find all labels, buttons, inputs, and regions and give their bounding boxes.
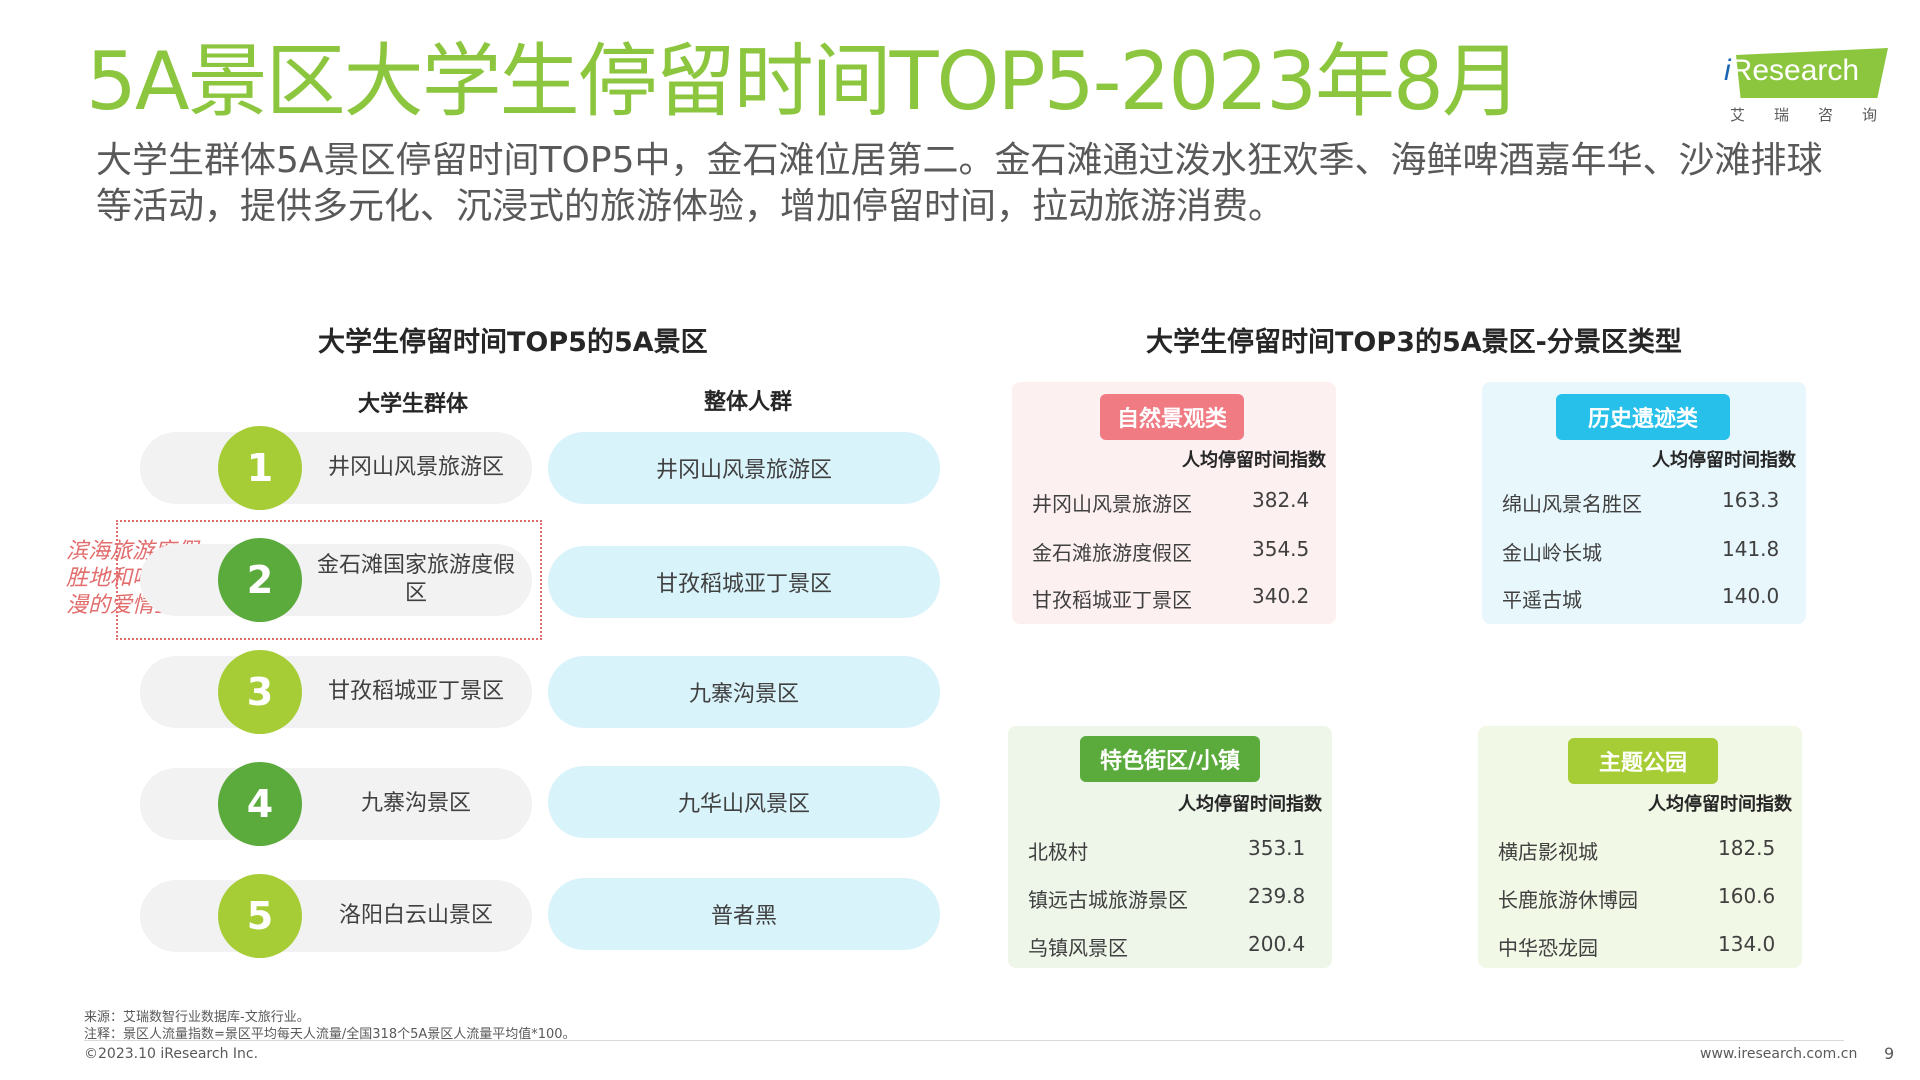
index-header: 人均停留时间指数	[1652, 450, 1796, 471]
rank-circle: 1	[218, 426, 302, 510]
student-scenic-name: 金石滩国家旅游度假区	[316, 553, 515, 606]
scenic-name: 金山岭长城	[1502, 541, 1602, 565]
category-card-street: 特色街区/小镇 人均停留时间指数 北极村 353.1 镇远古城旅游景区 239.8 …	[1008, 726, 1332, 968]
scenic-name: 镇远古城旅游景区	[1028, 888, 1188, 912]
scenic-index-value: 239.8	[1248, 884, 1306, 908]
scenic-row: 平遥古城 140.0	[1502, 584, 1790, 614]
intro-line-1: 大学生群体5A景区停留时间TOP5中，金石滩位居第二。金石滩通过泼水狂欢季、海鲜…	[96, 140, 1823, 181]
rank-circle: 2	[218, 538, 302, 622]
student-scenic-name: 甘孜稻城亚丁景区	[327, 679, 504, 704]
category-badge: 主题公园	[1568, 738, 1718, 784]
ranking-title: 大学生停留时间TOP5的5A景区	[318, 327, 708, 358]
scenic-row: 井冈山风景旅游区 382.4	[1032, 488, 1320, 518]
student-rank-row: 4 九寨沟景区	[140, 762, 532, 846]
intro-line-2: 等活动，提供多元化、沉浸式的旅游体验，增加停留时间，拉动旅游消费。	[96, 186, 1285, 227]
student-scenic-name: 井冈山风景旅游区	[327, 455, 504, 480]
category-card-theme-park: 主题公园 人均停留时间指数 横店影视城 182.5 长鹿旅游休博园 160.6 中华…	[1478, 726, 1802, 968]
scenic-row: 北极村 353.1	[1028, 836, 1316, 866]
scenic-index-value: 160.6	[1718, 884, 1776, 908]
footer-divider	[84, 1040, 1844, 1041]
scenic-index-value: 141.8	[1722, 537, 1780, 561]
student-rank-row: 5 洛阳白云山景区	[140, 874, 532, 958]
formula-note: 注释：景区人流量指数=景区平均每天人流量/全国318个5A景区人流量平均值*10…	[84, 1027, 576, 1042]
scenic-row: 长鹿旅游休博园 160.6	[1498, 884, 1786, 914]
category-card-history: 历史遗迹类 人均停留时间指数 绵山风景名胜区 163.3 金山岭长城 141.8 平…	[1482, 382, 1806, 624]
index-header: 人均停留时间指数	[1182, 450, 1326, 471]
scenic-name: 北极村	[1028, 840, 1088, 864]
scenic-index-value: 182.5	[1718, 836, 1776, 860]
student-rank-row: 1 井冈山风景旅游区	[140, 426, 532, 510]
student-rank-row: 2 金石滩国家旅游度假区	[140, 538, 532, 622]
student-column-header: 大学生群体	[358, 392, 469, 417]
scenic-row: 甘孜稻城亚丁景区 340.2	[1032, 584, 1320, 614]
scenic-row: 乌镇风景区 200.4	[1028, 932, 1316, 962]
scenic-name: 平遥古城	[1502, 588, 1582, 612]
categories-title: 大学生停留时间TOP3的5A景区-分景区类型	[1146, 327, 1682, 358]
student-scenic-name: 洛阳白云山景区	[338, 903, 493, 928]
scenic-name: 乌镇风景区	[1028, 936, 1128, 960]
scenic-row: 绵山风景名胜区 163.3	[1502, 488, 1790, 518]
student-scenic-name: 九寨沟景区	[360, 791, 471, 816]
index-header: 人均停留时间指数	[1648, 794, 1792, 815]
website-link[interactable]: www.iresearch.com.cn	[1700, 1046, 1858, 1062]
index-header: 人均停留时间指数	[1178, 794, 1322, 815]
scenic-row: 金石滩旅游度假区 354.5	[1032, 537, 1320, 567]
logo-wordmark: iResearch	[1724, 54, 1860, 87]
overall-scenic-name: 普者黑	[548, 878, 940, 950]
scenic-row: 镇远古城旅游景区 239.8	[1028, 884, 1316, 914]
category-badge: 自然景观类	[1100, 394, 1244, 440]
scenic-name: 长鹿旅游休博园	[1498, 888, 1638, 912]
scenic-index-value: 140.0	[1722, 584, 1780, 608]
scenic-row: 横店影视城 182.5	[1498, 836, 1786, 866]
rank-circle: 4	[218, 762, 302, 846]
source-note: 来源：艾瑞数智行业数据库-文旅行业。	[84, 1010, 310, 1025]
scenic-name: 横店影视城	[1498, 840, 1598, 864]
page-number: 9	[1884, 1044, 1895, 1063]
scenic-row: 金山岭长城 141.8	[1502, 537, 1790, 567]
scenic-name: 绵山风景名胜区	[1502, 492, 1642, 516]
scenic-index-value: 200.4	[1248, 932, 1306, 956]
page-title: 5A景区大学生停留时间TOP5-2023年8月	[86, 35, 1522, 128]
overall-scenic-name: 九华山风景区	[548, 766, 940, 838]
copyright: ©2023.10 iResearch Inc.	[84, 1046, 259, 1062]
scenic-name: 井冈山风景旅游区	[1032, 492, 1192, 516]
student-rank-row: 3 甘孜稻城亚丁景区	[140, 650, 532, 734]
logo-flag-shape	[1736, 48, 1888, 98]
scenic-row: 中华恐龙园 134.0	[1498, 932, 1786, 962]
rank-circle: 5	[218, 874, 302, 958]
overall-scenic-name: 井冈山风景旅游区	[548, 432, 940, 504]
logo-chinese: 艾瑞咨询	[1730, 106, 1907, 124]
category-card-natural: 自然景观类 人均停留时间指数 井冈山风景旅游区 382.4 金石滩旅游度假区 354…	[1012, 382, 1336, 624]
scenic-name: 中华恐龙园	[1498, 936, 1598, 960]
scenic-index-value: 354.5	[1252, 537, 1310, 561]
scenic-name: 金石滩旅游度假区	[1032, 541, 1192, 565]
overall-column-header: 整体人群	[704, 390, 793, 415]
rank-circle: 3	[218, 650, 302, 734]
scenic-index-value: 163.3	[1722, 488, 1780, 512]
overall-scenic-name: 甘孜稻城亚丁景区	[548, 546, 940, 618]
category-badge: 特色街区/小镇	[1080, 736, 1260, 782]
category-badge: 历史遗迹类	[1556, 394, 1730, 440]
scenic-index-value: 382.4	[1252, 488, 1310, 512]
overall-scenic-name: 九寨沟景区	[548, 656, 940, 728]
scenic-index-value: 340.2	[1252, 584, 1310, 608]
iresearch-logo: iResearch 艾瑞咨询	[1722, 48, 1892, 130]
intro-text: 大学生群体5A景区停留时间TOP5中，金石滩位居第二。金石滩通过泼水狂欢季、海鲜…	[96, 138, 1856, 230]
scenic-index-value: 134.0	[1718, 932, 1776, 956]
scenic-name: 甘孜稻城亚丁景区	[1032, 588, 1192, 612]
highlight-box	[116, 520, 542, 640]
scenic-index-value: 353.1	[1248, 836, 1306, 860]
